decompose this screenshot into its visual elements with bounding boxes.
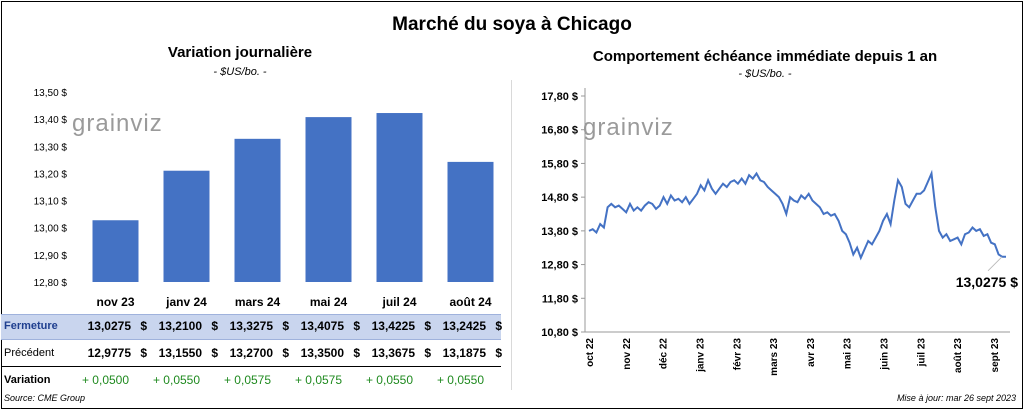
grainviz-logo-right: grainviz [583,114,674,141]
bar [447,161,494,282]
x-tick-label: déc 22 [659,338,670,370]
last-value-leader [987,256,1003,272]
table-cell: 13,1875 $ [442,346,502,360]
table-cell: 13,0275 $ [87,319,147,333]
table-cell: 13,2100 $ [158,319,218,333]
table-cell: 13,3675 $ [371,346,431,360]
source-note: Source: CME Group [4,393,86,403]
y-tick-label: 13,10 $ [34,197,68,208]
bar [376,113,423,283]
table-cell: + 0,0550 [365,373,414,387]
bar [163,170,210,282]
left-panel-title: Variation journalière [167,44,313,61]
x-tick-label: mars 23 [769,338,780,376]
table-cell: 13,3275 $ [229,319,289,333]
y-tick-label: 15,80 $ [541,158,578,170]
bar [234,138,281,282]
y-tick-label: 13,30 $ [34,142,68,153]
y-tick-label: 12,90 $ [34,251,68,262]
x-tick-label: juin 23 [880,338,891,371]
y-tick-label: 13,40 $ [34,115,68,126]
table-cell: + 0,0575 [294,373,343,387]
table-cell: 13,1550 $ [158,346,218,360]
y-tick-label: 14,80 $ [541,192,578,204]
category-label: juil 24 [381,295,416,309]
update-note: Mise à jour: mar 26 sept 2023 [896,393,1016,403]
grainviz-logo: grainviz [72,110,163,137]
x-tick-label: oct 22 [585,338,596,367]
bar-chart: 12,80 $ 12,90 $ 13,00 $ 13,10 $ 13,20 $ 13,30… [34,88,494,309]
x-tick-label: sept 23 [990,338,1001,373]
x-tick-label: juil 23 [916,338,927,368]
row-label: Variation [4,374,51,386]
y-tick-label: 12,80 $ [34,278,68,289]
table-cell: + 0,0550 [152,373,201,387]
main-title: Marché du soya à Chicago [392,14,632,35]
x-tick-label: août 23 [953,338,964,373]
panel-divider [511,80,512,390]
y-tick-label: 10,80 $ [541,327,578,339]
x-tick-label: nov 22 [622,338,633,370]
y-tick-label: 13,00 $ [34,224,68,235]
y-tick-label: 11,80 $ [542,293,578,305]
right-panel-subtitle: - $US/bo. - [738,68,792,80]
bar [305,117,352,282]
table-cell: + 0,0550 [436,373,485,387]
right-panel-title: Comportement échéance immédiate depuis 1… [592,48,938,65]
fermeture-row-bg [1,314,501,340]
left-panel-subtitle: - $US/bo. - [213,66,267,78]
table-cell: 13,2700 $ [229,346,289,360]
table-cell: 12,9775 $ [87,346,147,360]
row-label: Précédent [4,347,55,359]
row-label: Fermeture [4,320,58,332]
category-label: janv 24 [165,295,207,309]
category-label: nov 23 [96,295,134,309]
y-tick-label: 12,80 $ [541,260,578,272]
x-tick-label: mai 23 [843,338,854,370]
x-tick-label: janv 23 [695,338,706,373]
table-cell: + 0,0500 [81,373,130,387]
y-tick-label: 16,80 $ [541,125,578,137]
y-tick-label: 13,20 $ [34,169,68,180]
table-cell: 13,4225 $ [371,319,431,333]
series-line [588,169,1006,261]
y-tick-label: 13,80 $ [541,226,578,238]
x-tick-label: avr 23 [806,338,817,367]
table-cell: 13,3500 $ [300,346,360,360]
bar [92,220,139,282]
y-tick-label: 17,80 $ [541,91,578,103]
table-rule [1,366,501,367]
table-cell: + 0,0575 [223,373,272,387]
table-cell: 13,2425 $ [442,319,502,333]
category-label: août 24 [449,295,491,309]
category-label: mai 24 [310,295,348,309]
last-value-label: 13,0275 $ [956,274,1018,290]
x-tick-label: févr 23 [732,338,743,371]
y-tick-label: 13,50 $ [34,88,68,99]
table-cell: 13,4075 $ [300,319,360,333]
category-label: mars 24 [235,295,281,309]
